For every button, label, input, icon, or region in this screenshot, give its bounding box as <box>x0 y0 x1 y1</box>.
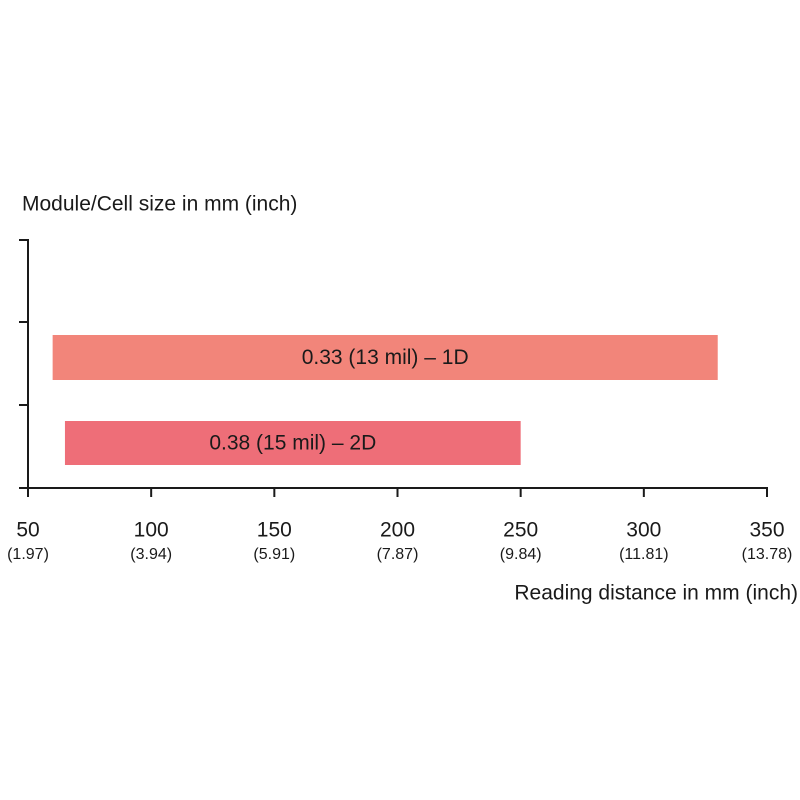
x-tick-label: 100 <box>134 519 169 542</box>
x-tick-inch-label: (7.87) <box>377 546 419 563</box>
x-tick-label: 300 <box>626 519 661 542</box>
bar <box>52 335 718 380</box>
x-tick-label: 50 <box>16 519 39 542</box>
x-tick-inch-label: (5.91) <box>253 546 295 563</box>
x-axis-label: Reading distance in mm (inch) <box>514 582 798 605</box>
chart-title: Module/Cell size in mm (inch) <box>22 193 297 216</box>
bar <box>64 421 521 465</box>
bar-label: 0.33 (13 mil) – 1D <box>302 346 469 369</box>
x-tick-inch-label: (11.81) <box>619 546 669 563</box>
x-tick-inch-label: (13.78) <box>742 546 793 563</box>
bar-label: 0.38 (15 mil) – 2D <box>209 432 376 455</box>
x-tick-label: 250 <box>503 519 538 542</box>
x-tick-label: 200 <box>380 519 415 542</box>
x-tick-inch-label: (9.84) <box>500 546 542 563</box>
x-tick-inch-label: (3.94) <box>130 546 172 563</box>
x-tick-label: 150 <box>257 519 292 542</box>
x-tick-label: 350 <box>749 519 784 542</box>
x-tick-inch-label: (1.97) <box>7 546 49 563</box>
